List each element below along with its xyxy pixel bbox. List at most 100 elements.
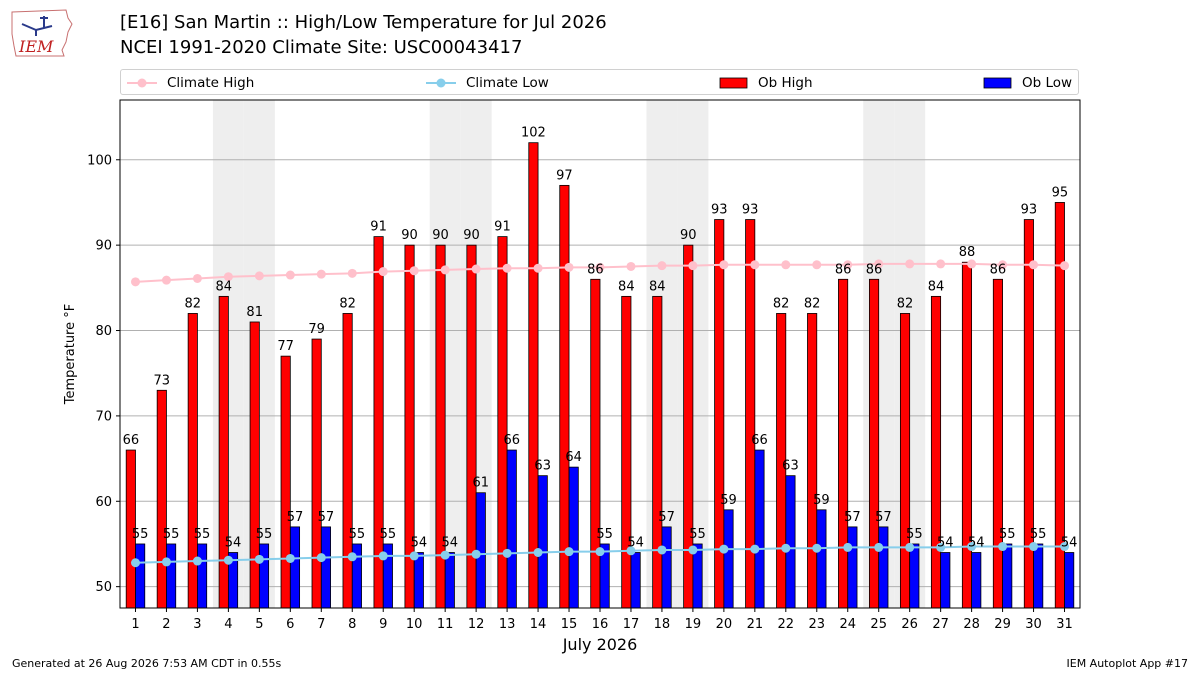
x-tick-label: 24	[839, 617, 856, 632]
point-climate-low	[347, 552, 357, 562]
legend-item-climate-high: Climate High	[125, 73, 254, 93]
point-climate-high	[347, 268, 357, 278]
bar-ob-low	[197, 543, 208, 609]
legend-label: Ob Low	[1022, 75, 1073, 91]
x-tick-label: 29	[994, 617, 1011, 632]
chart-subtitle: NCEI 1991-2020 Climate Site: USC00043417	[120, 37, 523, 58]
point-climate-low	[533, 548, 543, 558]
bar-ob-high	[280, 355, 291, 609]
point-climate-low	[130, 558, 140, 568]
point-climate-high	[626, 261, 636, 271]
y-axis-label: Temperature °F	[63, 304, 78, 405]
bar-ob-high	[621, 295, 632, 609]
x-tick-label: 17	[623, 617, 640, 632]
data-label-ob-high: 79	[308, 322, 325, 337]
y-tick-label: 60	[95, 495, 112, 510]
point-climate-high	[564, 262, 574, 272]
data-label-ob-high: 82	[773, 296, 790, 311]
iem-logo: IEM	[11, 9, 73, 57]
data-label-ob-high: 86	[835, 262, 852, 277]
data-label-ob-high: 86	[587, 262, 604, 277]
data-label-ob-low: 55	[194, 527, 211, 542]
data-label-ob-high: 82	[897, 296, 914, 311]
point-climate-low	[657, 545, 667, 555]
data-label-ob-low: 66	[503, 433, 520, 448]
data-label-ob-low: 55	[1030, 527, 1047, 542]
data-label-ob-low: 54	[442, 536, 459, 551]
point-climate-low	[378, 551, 388, 561]
legend-label: Climate High	[167, 75, 255, 91]
data-label-ob-high: 90	[401, 228, 418, 243]
point-climate-high	[905, 259, 915, 269]
y-tick-label: 90	[95, 239, 112, 254]
point-climate-low	[1029, 542, 1039, 552]
bar-ob-low	[940, 552, 951, 609]
data-label-ob-low: 55	[689, 527, 706, 542]
point-climate-high	[409, 266, 419, 276]
data-label-ob-high: 86	[866, 262, 883, 277]
data-label-ob-low: 54	[1061, 536, 1078, 551]
point-climate-high	[1060, 261, 1070, 271]
data-label-ob-high: 93	[742, 203, 759, 218]
y-tick-label: 80	[95, 324, 112, 339]
point-climate-high	[471, 264, 481, 274]
bar-ob-high	[899, 313, 911, 609]
point-climate-low	[936, 542, 946, 552]
data-label-ob-low: 55	[380, 527, 397, 542]
bar-ob-high	[961, 261, 973, 609]
x-tick-label: 26	[901, 617, 918, 632]
app-credit: IEM Autoplot App #17	[1066, 657, 1189, 670]
point-climate-high	[719, 260, 729, 270]
point-climate-low	[564, 547, 574, 557]
point-climate-low	[502, 548, 512, 558]
x-tick-label: 16	[592, 617, 609, 632]
data-label-ob-high: 82	[804, 296, 821, 311]
x-tick-label: 30	[1025, 617, 1042, 632]
data-label-ob-low: 54	[411, 536, 428, 551]
bar-ob-low	[909, 543, 920, 609]
data-label-ob-low: 61	[473, 476, 490, 491]
bar-ob-low	[444, 552, 455, 609]
x-tick-label: 21	[747, 617, 764, 632]
data-label-ob-high: 84	[649, 279, 666, 294]
data-label-ob-low: 59	[813, 493, 830, 508]
point-climate-high	[595, 262, 605, 272]
data-label-ob-high: 66	[123, 433, 140, 448]
weather-station-icon	[21, 16, 53, 36]
bar-ob-low	[166, 543, 177, 609]
point-climate-low	[719, 544, 729, 554]
point-climate-low	[409, 551, 419, 561]
point-climate-high	[533, 263, 543, 273]
x-tick-label: 23	[809, 617, 826, 632]
bar-ob-low	[320, 526, 331, 609]
point-climate-high	[223, 272, 233, 282]
chart-title: [E16] San Martin :: High/Low Temperature…	[120, 12, 607, 33]
bar-ob-low	[785, 475, 796, 609]
bar-ob-high	[992, 278, 1003, 609]
x-tick-label: 15	[561, 617, 578, 632]
data-label-ob-low: 55	[906, 527, 923, 542]
x-tick-label: 12	[468, 617, 485, 632]
data-label-ob-low: 55	[132, 527, 149, 542]
data-label-ob-low: 63	[782, 459, 799, 474]
data-label-ob-high: 102	[521, 126, 546, 141]
data-label-ob-low: 57	[318, 510, 335, 525]
bar-ob-high	[156, 389, 167, 609]
x-tick-label: 14	[530, 617, 547, 632]
point-climate-high	[161, 275, 171, 285]
data-label-ob-low: 57	[658, 510, 675, 525]
point-climate-low	[316, 553, 326, 563]
x-tick-label: 6	[286, 617, 294, 632]
bar-ob-low	[630, 552, 641, 609]
point-climate-low	[595, 547, 605, 557]
bar-ob-low	[258, 543, 270, 609]
point-climate-low	[874, 542, 884, 552]
point-climate-low	[285, 553, 295, 563]
bar-ob-low	[754, 449, 765, 609]
bar-ob-low	[723, 509, 734, 609]
bar-ob-low	[568, 466, 579, 609]
point-climate-high	[936, 259, 946, 269]
x-tick-label: 10	[406, 617, 423, 632]
bar-ob-high	[311, 338, 322, 609]
